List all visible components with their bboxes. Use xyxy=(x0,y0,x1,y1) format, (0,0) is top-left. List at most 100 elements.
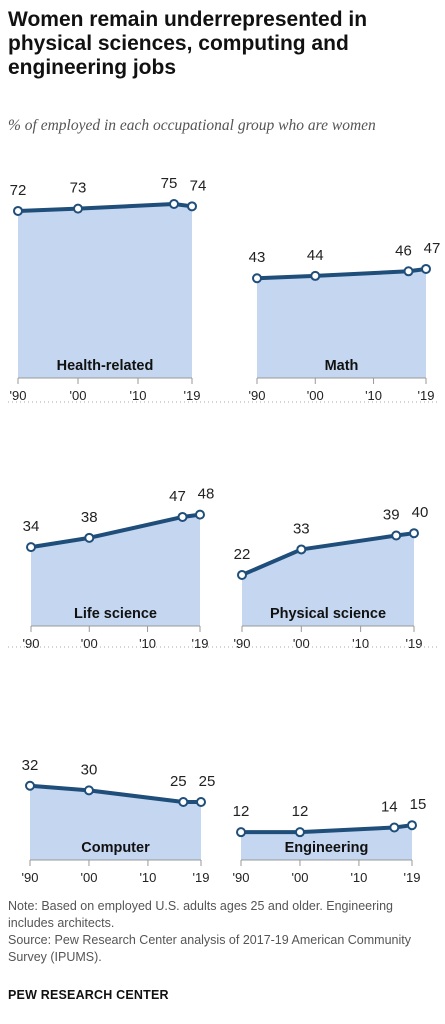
data-point-life-science xyxy=(26,542,36,553)
tick-label-engineering: '00 xyxy=(291,870,308,885)
tick-label-math: '10 xyxy=(365,388,382,403)
tick-label-engineering: '19 xyxy=(404,870,421,885)
panel-computer: '90 '00 '10 '19 32 30 25 25 Computer xyxy=(22,757,216,885)
tick-label-math: '90 xyxy=(249,388,266,403)
area-computer xyxy=(30,785,201,860)
notes: Note: Based on employed U.S. adults ages… xyxy=(8,898,438,966)
data-label-health-related: 73 xyxy=(70,180,87,197)
data-point-engineering xyxy=(389,822,400,833)
data-point-health-related xyxy=(169,199,179,209)
tick-label-computer: '90 xyxy=(22,870,39,885)
panel-physical-science: '90 '00 '10 '19 22 33 39 40 Physical science xyxy=(234,504,429,651)
pew-logo: PEW RESEARCH CENTER xyxy=(8,988,169,1002)
panel-life-science: '90 '00 '10 '19 34 38 47 48 Life science xyxy=(23,486,215,651)
data-point-math xyxy=(252,273,262,284)
series-line-computer xyxy=(29,783,201,804)
data-point-physical-science xyxy=(296,544,307,555)
data-label-engineering: 12 xyxy=(292,803,309,820)
tick-label-health-related: '19 xyxy=(184,388,201,403)
source-text: Source: Pew Research Center analysis of … xyxy=(8,933,411,964)
tick-label-computer: '10 xyxy=(139,870,156,885)
data-point-health-related xyxy=(187,201,197,212)
tick-label-life-science: '19 xyxy=(192,636,209,651)
panel-label-health-related: Health-related xyxy=(57,358,154,374)
tick-label-computer: '00 xyxy=(80,870,97,885)
area-life-science xyxy=(31,514,200,626)
tick-label-physical-science: '00 xyxy=(293,636,310,651)
panel-label-physical-science: Physical science xyxy=(270,606,386,622)
tick-label-computer: '19 xyxy=(193,870,210,885)
data-point-engineering xyxy=(294,827,305,838)
panel-health-related: '90 '00 '10 '19 72 73 75 74 Health-related xyxy=(10,175,207,403)
data-label-physical-science: 39 xyxy=(383,507,400,524)
data-label-physical-science: 22 xyxy=(234,546,251,563)
data-point-life-science xyxy=(84,532,95,543)
data-point-computer xyxy=(178,797,189,807)
data-point-health-related xyxy=(73,203,83,214)
data-label-engineering: 12 xyxy=(233,803,250,820)
tick-label-health-related: '10 xyxy=(130,388,147,403)
tick-label-health-related: '00 xyxy=(70,388,87,403)
data-point-math xyxy=(310,270,321,281)
data-label-health-related: 74 xyxy=(190,177,207,194)
data-label-math: 44 xyxy=(307,247,324,264)
panel-label-life-science: Life science xyxy=(74,606,157,622)
chart-subtitle: % of employed in each occupational group… xyxy=(8,117,376,134)
data-label-life-science: 48 xyxy=(198,486,215,503)
data-point-engineering xyxy=(236,827,246,838)
tick-label-math: '19 xyxy=(418,388,435,403)
data-point-health-related xyxy=(13,205,23,216)
tick-label-life-science: '90 xyxy=(23,636,40,651)
data-label-physical-science: 33 xyxy=(293,520,310,537)
area-health-related xyxy=(18,204,192,378)
tick-label-physical-science: '10 xyxy=(352,636,369,651)
tick-label-engineering: '10 xyxy=(350,870,367,885)
data-label-life-science: 34 xyxy=(23,518,40,535)
panel-label-engineering: Engineering xyxy=(285,840,369,856)
data-point-computer xyxy=(25,780,35,791)
area-math xyxy=(257,268,426,378)
data-label-computer: 25 xyxy=(199,773,216,790)
data-label-computer: 25 xyxy=(170,773,187,790)
data-label-computer: 30 xyxy=(81,761,98,778)
tick-label-life-science: '00 xyxy=(81,636,98,651)
data-point-life-science xyxy=(195,509,205,520)
data-point-math xyxy=(421,263,431,274)
data-point-engineering xyxy=(407,820,417,831)
data-label-math: 46 xyxy=(395,242,412,259)
tick-label-math: '00 xyxy=(307,388,324,403)
data-label-computer: 32 xyxy=(22,757,39,774)
data-label-math: 43 xyxy=(249,249,266,266)
panel-label-computer: Computer xyxy=(81,840,150,856)
data-label-health-related: 75 xyxy=(161,175,178,192)
tick-label-physical-science: '19 xyxy=(406,636,423,651)
data-point-math xyxy=(403,266,414,277)
tick-label-engineering: '90 xyxy=(233,870,250,885)
tick-label-life-science: '10 xyxy=(139,636,156,651)
data-point-life-science xyxy=(177,511,188,522)
panel-math: '90 '00 '10 '19 43 44 46 47 Math xyxy=(249,240,441,403)
data-point-physical-science xyxy=(237,569,247,580)
series-line-math xyxy=(256,266,427,281)
data-point-physical-science xyxy=(391,530,402,541)
data-point-physical-science xyxy=(409,528,419,539)
note-text: Note: Based on employed U.S. adults ages… xyxy=(8,899,393,930)
data-label-engineering: 15 xyxy=(410,796,427,813)
tick-label-physical-science: '90 xyxy=(234,636,251,651)
data-point-computer xyxy=(83,785,94,796)
tick-label-health-related: '90 xyxy=(10,388,27,403)
data-point-computer xyxy=(196,797,206,807)
data-label-math: 47 xyxy=(424,240,441,257)
series-line-physical-science xyxy=(241,531,415,577)
panel-label-math: Math xyxy=(325,358,359,374)
data-label-life-science: 47 xyxy=(169,488,186,505)
series-line-engineering xyxy=(241,823,413,835)
data-label-health-related: 72 xyxy=(10,182,27,199)
series-line-health-related xyxy=(17,202,193,213)
data-label-physical-science: 40 xyxy=(412,504,429,521)
panel-engineering: '90 '00 '10 '19 12 12 14 15 Engineering xyxy=(233,796,427,885)
data-label-life-science: 38 xyxy=(81,509,98,526)
series-line-life-science xyxy=(30,512,201,550)
area-physical-science xyxy=(242,533,414,626)
